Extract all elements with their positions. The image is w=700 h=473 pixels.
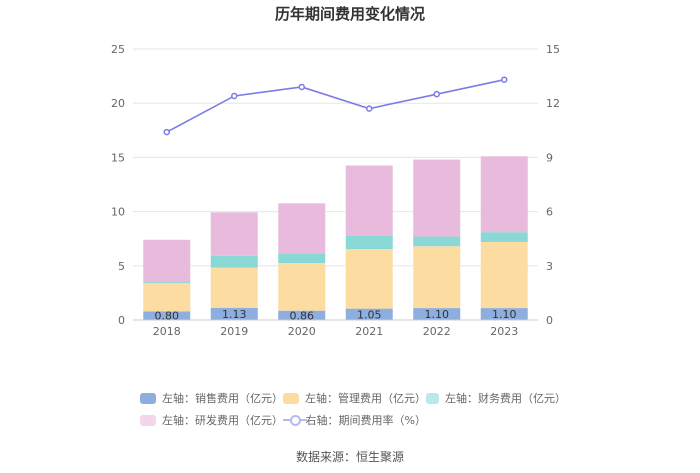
bar-segment: [210, 212, 258, 256]
bar-data-label: 0.86: [290, 309, 315, 322]
legend-label-sales: 左轴：销售费用（亿元）: [162, 392, 283, 405]
bar-data-label: 0.80: [155, 310, 180, 323]
legend-label-admin: 左轴：管理费用（亿元）: [305, 392, 426, 405]
x-tick-label: 2019: [220, 325, 248, 338]
bar-segment: [345, 248, 393, 309]
gridlines: [133, 48, 538, 267]
legend-item-rnd[interactable]: 左轴：研发费用（亿元）: [140, 412, 283, 428]
x-axis: 2018 2019 2020 2021 2022 2023: [133, 319, 538, 338]
bar-segment: [413, 308, 461, 320]
ratio-line-path: [166, 78, 505, 133]
legend-label-finance: 左轴：财务费用（亿元）: [445, 392, 566, 405]
bar-segment: [345, 308, 393, 320]
chart-plot: 0 5 10 15 20 25 0 3 6 9 12 15 0.80 1.13 0.86 1.05 1.10…: [111, 43, 560, 338]
bar-segment: [345, 165, 393, 236]
data-source: 数据来源：恒生聚源: [295, 450, 404, 464]
bar-segment: [210, 267, 258, 308]
right-tick-label: 12: [546, 97, 560, 110]
x-tick-label: 2021: [355, 325, 383, 338]
bar-segment: [210, 255, 258, 268]
legend-swatch-finance: [426, 392, 439, 404]
bar-segment: [413, 236, 461, 247]
x-tick-label: 2023: [490, 325, 518, 338]
bar-segment: [480, 241, 528, 309]
ratio-line-point: [433, 90, 440, 98]
left-tick-label: 10: [111, 206, 125, 219]
legend: 左轴：销售费用（亿元） 左轴：管理费用（亿元） 左轴：财务费用（亿元） 左轴：研…: [140, 388, 610, 432]
bar-segment: [480, 232, 528, 242]
bar-segment: [143, 282, 191, 284]
bar-segment: [210, 307, 258, 320]
bar-segment: [413, 159, 461, 237]
right-tick-label: 15: [546, 43, 560, 56]
legend-swatch-ratio: [283, 414, 307, 426]
bar-segment: [143, 311, 191, 320]
right-tick-label: 0: [546, 314, 553, 327]
legend-item-admin[interactable]: 左轴：管理费用（亿元）: [283, 390, 426, 406]
bar-segment: [413, 246, 461, 309]
expense-ratio-line: [163, 76, 508, 136]
bar-segment: [278, 262, 326, 311]
legend-item-finance[interactable]: 左轴：财务费用（亿元）: [426, 390, 566, 406]
legend-swatch-admin: [283, 392, 299, 404]
bar-segment: [480, 308, 528, 320]
bar-segment: [278, 253, 326, 263]
legend-swatch-sales: [140, 392, 156, 404]
left-tick-label: 0: [118, 314, 125, 327]
left-tick-label: 20: [111, 97, 125, 110]
x-tick-label: 2022: [423, 325, 451, 338]
bar-labels: 0.80 1.13 0.86 1.05 1.10 1.10: [155, 308, 517, 323]
bar-segment: [278, 310, 326, 320]
right-tick-label: 3: [546, 260, 553, 273]
bar-data-label: 1.05: [357, 308, 382, 321]
chart-title: 历年期间费用变化情况: [274, 5, 425, 23]
x-tick-label: 2018: [153, 325, 181, 338]
right-tick-label: 9: [546, 151, 553, 164]
right-tick-label: 6: [546, 206, 553, 219]
legend-label-ratio: 右轴：期间费用率（%）: [305, 414, 426, 427]
legend-item-ratio[interactable]: 右轴：期间费用率（%）: [283, 412, 426, 428]
bar-segment: [345, 235, 393, 249]
ratio-line-point: [298, 83, 305, 91]
bars: [143, 156, 528, 320]
legend-label-rnd: 左轴：研发费用（亿元）: [162, 414, 283, 427]
left-tick-label: 5: [118, 260, 125, 273]
bar-segment: [143, 283, 191, 312]
left-axis: 0 5 10 15 20 25: [111, 43, 125, 327]
ratio-line-point: [163, 128, 170, 136]
ratio-line-point: [501, 76, 508, 83]
bar-data-label: 1.13: [222, 308, 247, 321]
bar-segment: [143, 239, 191, 283]
left-tick-label: 15: [111, 151, 125, 164]
ratio-line-point: [231, 92, 238, 100]
bar-data-label: 1.10: [425, 308, 450, 321]
x-tick-label: 2020: [288, 325, 316, 338]
legend-item-sales[interactable]: 左轴：销售费用（亿元）: [140, 390, 283, 406]
legend-swatch-rnd: [140, 414, 156, 426]
right-axis: 0 3 6 9 12 15: [546, 43, 560, 327]
bar-data-label: 1.10: [492, 308, 517, 321]
bar-segment: [278, 203, 326, 254]
left-tick-label: 25: [111, 43, 125, 56]
bar-segment: [480, 156, 528, 233]
ratio-line-point: [366, 105, 373, 112]
